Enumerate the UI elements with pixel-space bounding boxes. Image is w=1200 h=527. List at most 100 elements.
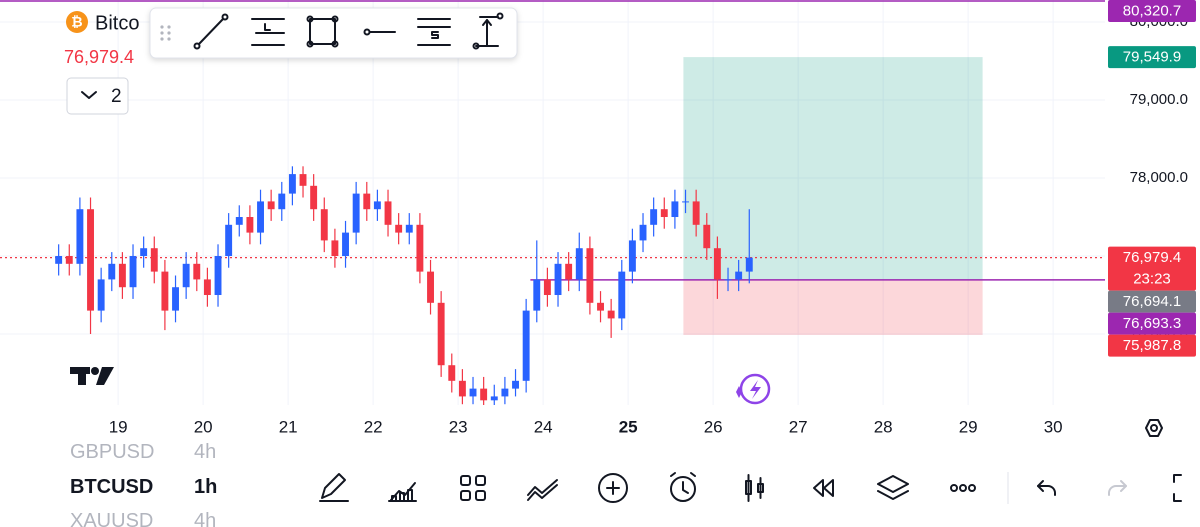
candle-body [586, 248, 594, 303]
profit-zone [683, 57, 983, 280]
symbol-row[interactable]: GBPUSD 4h [70, 441, 216, 464]
undo-button[interactable] [1037, 480, 1056, 496]
candle-body [267, 201, 275, 210]
candle-body [490, 396, 498, 401]
price-tag-label: 75,987.8 [1123, 337, 1181, 354]
candle-body [384, 201, 392, 225]
price-range-tool[interactable] [472, 12, 504, 50]
candle-body [554, 263, 562, 296]
alert-button[interactable] [670, 472, 696, 502]
candle-body [469, 388, 477, 397]
candle-body [182, 263, 190, 288]
y-tick-label: 78,000.0 [1130, 169, 1188, 186]
x-tick-label: 24 [534, 417, 553, 436]
price-tag [1108, 246, 1196, 291]
add-button[interactable] [598, 473, 628, 503]
long-position-tool[interactable] [251, 18, 285, 46]
chart-type-button[interactable] [745, 474, 764, 502]
candle-body [55, 256, 63, 264]
candle-body [320, 209, 328, 241]
drag-handle[interactable] [160, 25, 171, 41]
candle-body [203, 279, 211, 296]
candle-body [172, 287, 179, 311]
price-tag [1108, 290, 1196, 313]
price-tag-label: 80,320.7 [1123, 2, 1181, 19]
candle-body [235, 217, 243, 225]
candle-body [129, 256, 137, 288]
redo-button[interactable] [1108, 480, 1127, 496]
candle-body [225, 224, 233, 257]
more-button[interactable] [950, 484, 976, 492]
interval: 1h [194, 476, 218, 498]
candle-body [416, 224, 424, 272]
lightning-button[interactable] [736, 373, 771, 405]
candle-body [501, 388, 509, 397]
candle-body [639, 224, 647, 241]
candle-body [671, 201, 679, 218]
price-tag-label: 76,694.1 [1123, 293, 1181, 310]
interval: 4h [194, 510, 217, 527]
candle-body [87, 209, 94, 311]
candle-body [363, 193, 371, 210]
price-tag-label: 79,549.9 [1123, 49, 1181, 66]
layouts-button[interactable] [460, 475, 486, 501]
indicator-dropdown[interactable]: 2 [66, 77, 129, 115]
symbol-row[interactable]: XAUUSD 4h [70, 510, 216, 527]
candle-body [628, 240, 636, 272]
interval: 4h [194, 441, 217, 463]
candle-body [97, 279, 105, 311]
countdown: 23:23 [1133, 271, 1171, 288]
candle-body [458, 380, 466, 397]
short-position-tool[interactable] [417, 18, 451, 46]
candle-body [288, 174, 296, 194]
x-tick-label: 27 [789, 417, 808, 436]
candle-body [150, 248, 158, 272]
candle-body [607, 310, 615, 319]
candle-body [650, 209, 658, 225]
x-tick-label: 26 [704, 417, 723, 436]
x-tick-label: 25 [619, 417, 638, 436]
rectangle-tool[interactable] [306, 15, 339, 48]
candle-body [331, 240, 339, 257]
candle-body [522, 310, 530, 381]
candle-body [618, 271, 626, 319]
candle-body [214, 256, 222, 296]
candle-body [448, 365, 456, 381]
price-tag [1108, 0, 1196, 22]
loss-zone [683, 279, 983, 335]
x-tick-label: 21 [279, 417, 298, 436]
fullscreen-button[interactable] [1173, 474, 1182, 502]
price-tag [1108, 312, 1196, 335]
layers-button[interactable] [877, 475, 909, 500]
bottom-bar: GBPUSD 4h BTCUSD 1h XAUUSD 4h [0, 440, 1200, 527]
indicators-button[interactable] [388, 482, 417, 502]
candle-body [480, 388, 488, 401]
candle-body [597, 302, 604, 311]
replay-button[interactable] [813, 479, 834, 497]
candle-body [427, 271, 434, 303]
bottom-toolbar [319, 472, 1182, 504]
settings-button[interactable] [1145, 419, 1163, 437]
x-tick-label: 22 [364, 417, 383, 436]
symbol: GBPUSD [70, 441, 155, 463]
compare-button[interactable] [527, 479, 558, 501]
x-tick-label: 23 [449, 417, 468, 436]
bitcoin-symbol: ₿ [71, 14, 82, 30]
horizontal-ray-tool[interactable] [363, 28, 396, 36]
candle-body [246, 217, 254, 233]
price-tag-label: 76,693.3 [1123, 315, 1181, 332]
candle-body [140, 248, 148, 257]
candle-body [512, 380, 519, 389]
x-tick-label: 29 [959, 417, 978, 436]
draw-button[interactable] [319, 473, 349, 502]
candle-body [395, 224, 403, 233]
candle-body [310, 185, 318, 210]
trend-line-tool[interactable] [193, 13, 229, 50]
candle-body [713, 248, 721, 280]
candle-body [543, 279, 551, 296]
symbol: XAUUSD [70, 510, 154, 527]
symbol-list: GBPUSD 4h BTCUSD 1h XAUUSD 4h [70, 440, 260, 527]
symbol-row[interactable]: BTCUSD 1h [70, 476, 217, 499]
candle-body [299, 174, 307, 186]
